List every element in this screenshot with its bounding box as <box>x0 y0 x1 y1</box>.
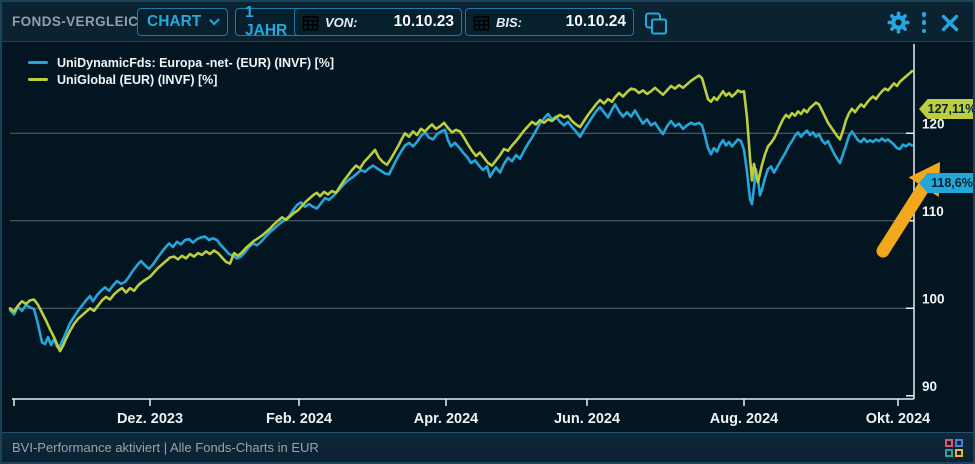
chart-type-dropdown-label: CHART <box>147 13 202 30</box>
date-from-field[interactable]: VON: 10.10.23 <box>294 8 462 36</box>
copy-button[interactable] <box>642 10 670 36</box>
svg-text:Apr. 2024: Apr. 2024 <box>414 411 479 427</box>
more-options-button[interactable] <box>917 10 931 35</box>
svg-text:90: 90 <box>922 379 937 394</box>
copy-icon <box>645 12 667 34</box>
svg-text:Aug. 2024: Aug. 2024 <box>710 411 779 427</box>
date-from-value: 10.10.23 <box>393 13 454 30</box>
chart-plot-area[interactable]: 90 100 110 120 Dez. 2023 Feb. 2024 Apr. 2024 Ju… <box>2 42 973 436</box>
svg-text:110: 110 <box>922 204 944 219</box>
date-to-value: 10.10.24 <box>565 13 626 30</box>
last-value-badge-unidynamic: 118,6% <box>919 173 973 193</box>
svg-text:Dez. 2023: Dez. 2023 <box>117 411 183 427</box>
chart-legend: UniDynamicFds: Europa -net- (EUR) (INVF)… <box>28 54 334 88</box>
chart-type-dropdown[interactable]: CHART <box>137 8 228 36</box>
chevron-down-icon <box>209 14 220 26</box>
legend-label: UniDynamicFds: Europa -net- (EUR) (INVF)… <box>57 55 335 70</box>
legend-item-uniglobal[interactable]: UniGlobal (EUR) (INVF) [%] <box>28 71 334 88</box>
last-value-badge-uniglobal: 127,11% <box>919 99 973 119</box>
svg-text:Jun. 2024: Jun. 2024 <box>554 411 620 427</box>
close-icon <box>941 14 959 31</box>
gear-icon <box>887 11 909 34</box>
legend-item-unidynamic[interactable]: UniDynamicFds: Europa -net- (EUR) (INVF)… <box>28 54 334 71</box>
date-to-label: BIS: <box>496 14 522 30</box>
kebab-menu-icon <box>921 12 927 17</box>
status-text: BVI-Performance aktiviert | Alle Fonds-C… <box>12 440 319 455</box>
svg-text:120: 120 <box>922 116 945 131</box>
status-bar: BVI-Performance aktiviert | Alle Fonds-C… <box>2 432 973 462</box>
close-button[interactable] <box>938 11 962 34</box>
settings-button[interactable] <box>884 9 912 36</box>
svg-text:Okt. 2024: Okt. 2024 <box>866 411 931 427</box>
toolbar: FONDS-VERGLEICH CHART 1 JAHR VON: 10.10.… <box>2 2 973 42</box>
date-from-label: VON: <box>325 14 358 30</box>
date-to-field[interactable]: BIS: 10.10.24 <box>465 8 634 36</box>
highlight-arrow <box>876 181 930 258</box>
series-line-swatch <box>28 78 48 81</box>
period-dropdown-label: 1 JAHR <box>245 4 288 39</box>
series-line-swatch <box>28 61 48 64</box>
performance-line-chart: 90 100 110 120 Dez. 2023 Feb. 2024 Apr. 2024 Ju… <box>8 44 945 427</box>
calendar-icon <box>473 14 490 30</box>
calendar-icon <box>302 14 319 30</box>
legend-label: UniGlobal (EUR) (INVF) [%] <box>57 72 218 87</box>
svg-text:Feb. 2024: Feb. 2024 <box>266 411 332 427</box>
dashboard-grid-icon[interactable] <box>945 438 963 457</box>
svg-text:100: 100 <box>922 291 945 306</box>
widget-title: FONDS-VERGLEICH <box>12 14 149 29</box>
